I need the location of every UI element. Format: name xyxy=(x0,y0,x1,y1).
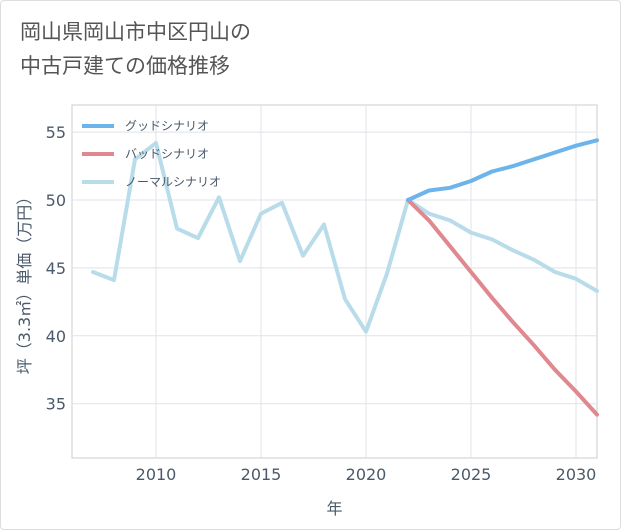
y-axis-title: 坪（3.3㎡）単価（万円） xyxy=(15,189,34,374)
y-axis-ticks: 35 40 45 50 55 xyxy=(46,123,66,414)
series-line-0 xyxy=(406,138,599,202)
x-axis-ticks: 2010 2015 2020 2025 2030 xyxy=(136,465,597,484)
legend-label: バッドシナリオ xyxy=(125,147,209,161)
series-lines xyxy=(91,138,599,417)
legend-label: グッドシナリオ xyxy=(125,119,209,133)
grid-lines xyxy=(72,105,597,458)
y-tick-label: 45 xyxy=(46,259,66,278)
legend-label: ノーマルシナリオ xyxy=(125,175,221,189)
x-tick-label: 2030 xyxy=(556,465,597,484)
series-line-2 xyxy=(91,141,599,334)
y-tick-label: 35 xyxy=(46,395,66,414)
x-tick-label: 2025 xyxy=(451,465,492,484)
y-tick-label: 55 xyxy=(46,123,66,142)
chart-title: 岡山県岡山市中区円山の 中古戸建ての価格推移 xyxy=(20,20,251,78)
y-tick-label: 40 xyxy=(46,327,66,346)
x-tick-label: 2020 xyxy=(346,465,387,484)
x-tick-label: 2010 xyxy=(136,465,177,484)
x-axis-title: 年 xyxy=(326,499,342,518)
series-line-1 xyxy=(406,198,599,417)
y-tick-label: 50 xyxy=(46,191,66,210)
x-tick-label: 2015 xyxy=(241,465,282,484)
